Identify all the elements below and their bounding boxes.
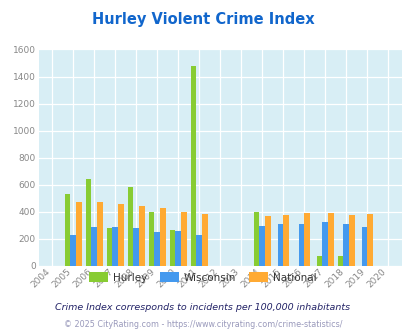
Bar [202,214,207,266]
Bar [181,212,186,266]
Bar [91,227,97,266]
Bar [316,255,322,266]
Bar [337,255,343,266]
Bar [97,202,102,266]
Bar [133,228,139,266]
Bar [70,235,76,266]
Bar [76,202,81,266]
Bar [112,227,118,266]
Bar [190,66,196,266]
Bar [139,206,145,266]
Text: Hurley Violent Crime Index: Hurley Violent Crime Index [92,12,313,26]
Bar [264,216,270,266]
Bar [196,235,202,266]
Bar [64,194,70,266]
Bar [277,224,283,266]
Bar [118,204,124,266]
Bar [128,187,133,266]
Bar [107,228,112,266]
Bar [175,231,181,266]
Bar [367,214,372,266]
Bar [85,179,91,266]
Bar [322,222,327,266]
Bar [348,215,354,266]
Bar [154,232,160,266]
Bar [160,208,165,266]
Bar [361,227,367,266]
Text: © 2025 CityRating.com - https://www.cityrating.com/crime-statistics/: © 2025 CityRating.com - https://www.city… [64,319,341,329]
Legend: Hurley, Wisconsin, National: Hurley, Wisconsin, National [85,268,320,287]
Bar [253,212,259,266]
Bar [283,215,288,266]
Bar [148,212,154,266]
Text: Crime Index corresponds to incidents per 100,000 inhabitants: Crime Index corresponds to incidents per… [55,303,350,312]
Bar [298,224,303,266]
Bar [327,213,333,266]
Bar [169,230,175,266]
Bar [303,213,309,266]
Bar [343,224,348,266]
Bar [259,226,264,266]
